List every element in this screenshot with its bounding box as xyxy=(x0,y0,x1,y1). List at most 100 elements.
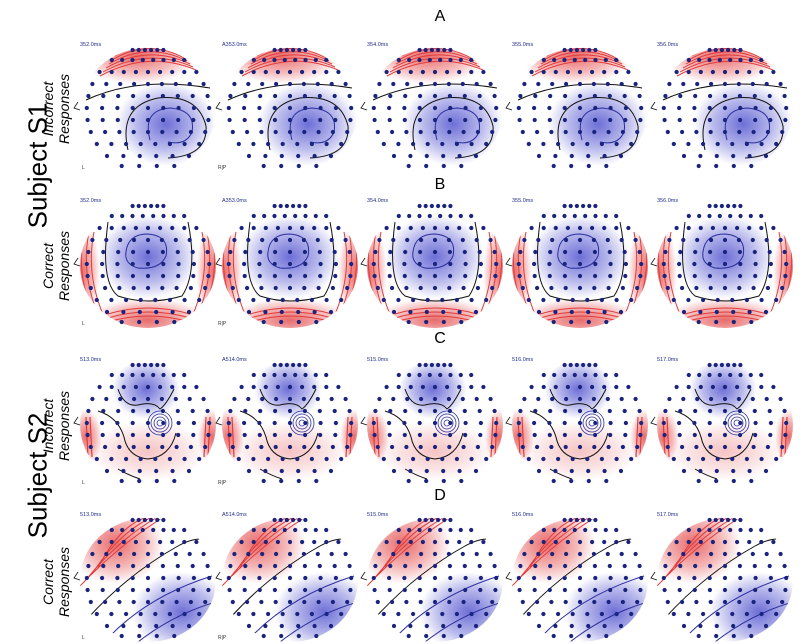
electrode-dot xyxy=(103,599,108,605)
time-label: 515.0ms xyxy=(367,512,389,518)
electrode-dot xyxy=(411,297,416,303)
electrode-dot xyxy=(278,517,283,523)
electrode-dot xyxy=(574,203,579,209)
electrode-dot xyxy=(490,129,495,135)
electrode-dot xyxy=(517,117,522,123)
electrode-dot xyxy=(303,372,308,378)
electrode-dot xyxy=(160,249,165,255)
electrode-dot xyxy=(419,81,424,87)
electrode-dot xyxy=(136,362,141,368)
electrode-dot xyxy=(441,633,446,639)
electrode-dot xyxy=(722,285,728,291)
electrode-dot xyxy=(121,309,126,315)
electrode-dot xyxy=(173,551,178,557)
electrode-dot xyxy=(408,69,413,75)
electrode-dot xyxy=(446,81,451,87)
time-label: 516.0ms xyxy=(512,357,534,363)
electrode-dot xyxy=(324,456,329,462)
electrode-dot xyxy=(478,575,483,581)
electrode-dot xyxy=(205,408,210,414)
electrode-dot xyxy=(280,456,285,462)
electrode-dot xyxy=(391,153,397,159)
electrode-dot xyxy=(257,587,262,593)
electrode-dot xyxy=(182,213,187,219)
electrode-dot xyxy=(622,93,627,99)
electrode-dot xyxy=(424,153,429,159)
electrode-dot xyxy=(701,611,706,617)
electrode-dot xyxy=(454,611,459,617)
electrode-dot xyxy=(403,249,408,255)
time-label: 354.0ms xyxy=(367,42,389,48)
electrode-dot xyxy=(585,611,590,617)
electrode-dot xyxy=(272,420,277,426)
electrode-dot xyxy=(692,261,697,267)
electrode-dot xyxy=(686,372,691,378)
electrode-dot xyxy=(406,163,411,169)
electrode-dot xyxy=(115,105,120,111)
electrode-dot xyxy=(747,623,752,629)
electrode-dot xyxy=(145,551,151,557)
electrode-dot xyxy=(637,249,642,255)
electrode-dot xyxy=(176,432,181,438)
electrode-dot xyxy=(738,203,743,209)
electrode-dot xyxy=(593,203,598,209)
electrode-dot xyxy=(771,225,776,231)
electrode-dot xyxy=(417,105,422,111)
electrode-dot xyxy=(494,105,499,111)
electrode-dot xyxy=(586,153,591,159)
electrode-dot xyxy=(707,527,712,533)
electrode-dot xyxy=(133,384,138,390)
corner-label-right: R|P xyxy=(218,480,227,486)
electrode-dot xyxy=(119,319,124,325)
electrode-dot xyxy=(565,225,570,231)
electrode-dot xyxy=(570,141,575,147)
electrode-dot xyxy=(145,129,151,135)
topographic-map xyxy=(505,203,648,328)
electrode-dot xyxy=(149,362,154,368)
electrode-dot xyxy=(427,213,432,219)
electrode-dot xyxy=(665,599,670,605)
electrode-dot xyxy=(318,587,323,593)
electrode-dot xyxy=(783,432,788,438)
electrode-dot xyxy=(620,129,625,135)
electrode-dot xyxy=(226,575,231,581)
electrode-dot xyxy=(447,444,452,450)
electrode-dot xyxy=(663,408,668,414)
electrode-dot xyxy=(266,611,271,617)
electrode-dot xyxy=(602,309,607,315)
electrode-dot xyxy=(442,203,447,209)
electrode-dot xyxy=(551,163,556,169)
electrode-dot xyxy=(522,237,527,243)
topographic-map xyxy=(215,203,358,328)
electrode-dot xyxy=(593,517,598,523)
electrode-dot xyxy=(753,117,758,123)
electrode-dot xyxy=(477,93,482,99)
topographic-map xyxy=(505,517,648,642)
electrode-dot xyxy=(116,408,121,414)
electrode-dot xyxy=(529,539,534,545)
electrode-dot xyxy=(569,468,574,474)
electrode-dot xyxy=(88,129,93,135)
electrode-dot xyxy=(279,309,284,315)
electrode-dot xyxy=(136,203,141,209)
electrode-dot xyxy=(145,261,151,267)
electrode-dot xyxy=(345,129,350,135)
electrode-dot xyxy=(140,213,145,219)
electrode-dot xyxy=(529,384,534,390)
electrode-dot xyxy=(583,213,588,219)
electrode-dot xyxy=(586,468,591,474)
electrode-dot xyxy=(547,575,552,581)
electrode-dot xyxy=(287,285,293,291)
electrode-dot xyxy=(318,575,323,581)
electrode-dot xyxy=(614,213,619,219)
electrode-dot xyxy=(279,163,284,169)
electrode-dot xyxy=(469,69,474,75)
electrode-dot xyxy=(85,587,90,593)
electrode-dot xyxy=(608,273,613,279)
electrode-dot xyxy=(774,456,779,462)
electrode-dot xyxy=(722,69,728,75)
electrode-dot xyxy=(402,261,407,267)
electrode-dot xyxy=(744,141,749,147)
electrode-dot xyxy=(97,539,102,545)
electrode-dot xyxy=(131,129,136,135)
